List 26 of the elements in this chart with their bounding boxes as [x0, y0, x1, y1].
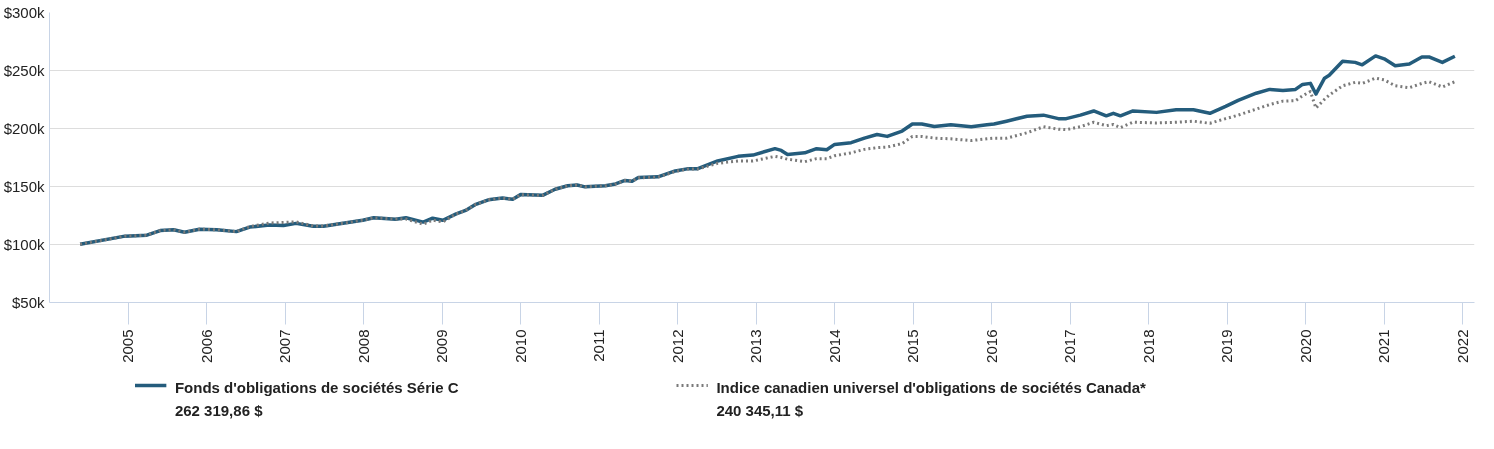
x-tick-label: 2014	[825, 329, 843, 363]
y-tick-label: $100k	[3, 236, 45, 253]
y-tick-label: $250k	[3, 62, 45, 79]
y-tick-label: $300k	[3, 4, 45, 21]
x-tick-label: 2020	[1296, 329, 1314, 363]
y-tick-label: $150k	[3, 178, 45, 195]
y-tick-label: $200k	[3, 120, 45, 137]
x-tick-label: 2016	[982, 329, 1000, 363]
x-tick-label: 2018	[1139, 329, 1157, 363]
x-tick-label: 2022	[1453, 329, 1471, 363]
x-tick-label: 2008	[354, 329, 372, 363]
x-tick-label: 2010	[511, 329, 529, 363]
x-tick-label: 2009	[433, 329, 451, 363]
x-tick-label: 2011	[590, 329, 608, 362]
x-tick-label: 2015	[904, 329, 922, 363]
x-tick-label: 2006	[197, 329, 215, 363]
x-tick-label: 2007	[276, 329, 294, 363]
x-tick-label: 2012	[668, 329, 686, 363]
legend-label: Indice canadien universel d'obligations de sociétés Canada* 240 345,11 $	[716, 379, 1147, 420]
x-tick-label: 2019	[1218, 329, 1236, 363]
legend-label: Fonds d'obligations de sociétés Série C 262 319,86 $	[174, 379, 459, 420]
x-tick-label: 2021	[1375, 329, 1393, 363]
x-tick-label: 2013	[747, 329, 765, 363]
x-tick-label: 2005	[119, 329, 137, 363]
y-tick-label: $50k	[11, 294, 45, 311]
x-tick-label: 2017	[1061, 329, 1079, 363]
